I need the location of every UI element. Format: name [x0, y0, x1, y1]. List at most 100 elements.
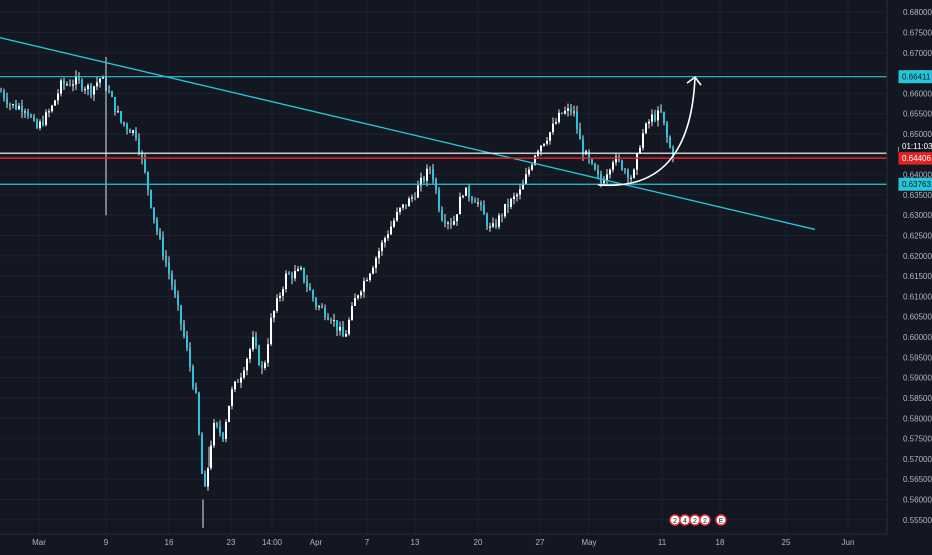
candle-up: [87, 85, 89, 90]
price-tick-label: 0.62000: [903, 252, 932, 261]
resistance-price-label: 0.66411: [902, 73, 931, 82]
candle-down: [480, 202, 482, 206]
candle-up: [609, 169, 611, 175]
candle-up: [390, 226, 392, 235]
candle-up: [228, 405, 230, 422]
candle-down: [669, 137, 671, 148]
candle-down: [291, 274, 293, 279]
candle-up: [285, 273, 287, 290]
event-marker[interactable]: 4: [679, 514, 691, 526]
candle-down: [594, 163, 596, 170]
candle-up: [552, 123, 554, 133]
candle-down: [186, 335, 188, 348]
candle-down: [174, 285, 176, 295]
time-axis[interactable]: Mar 9 16 23 14:00 Apr 7 13 20 27 May 11 18 25 Jun: [0, 533, 932, 550]
price-tick-label: 0.65500: [903, 110, 932, 119]
candle-up: [504, 203, 506, 217]
candle-up: [420, 177, 422, 186]
price-tick-label: 0.67000: [903, 49, 932, 58]
candle-up: [357, 295, 359, 299]
support-price-label-bg: [898, 177, 932, 191]
candle-up: [459, 196, 461, 215]
candle-up: [282, 289, 284, 296]
price-tick-label: 0.58000: [903, 414, 932, 423]
projection-arrow[interactable]: [597, 77, 696, 187]
candle-down: [330, 319, 332, 322]
candle-up: [408, 198, 410, 207]
candle-up: [243, 370, 245, 378]
candle-up: [99, 78, 101, 83]
candle-up: [351, 305, 353, 320]
candle-down: [204, 473, 206, 487]
candle-down: [483, 205, 485, 215]
candle-down: [342, 326, 344, 337]
candle-down: [627, 170, 629, 178]
candle-up: [573, 111, 575, 113]
candle-up: [399, 207, 401, 212]
price-tick-label: 0.58500: [903, 394, 932, 403]
candle-down: [561, 112, 563, 114]
candle-up: [276, 298, 278, 311]
event-marker[interactable]: 2: [669, 514, 681, 526]
candle-down: [138, 138, 140, 153]
time-tick-label: May: [581, 538, 596, 547]
candle-up: [411, 197, 413, 199]
price-tick-label: 0.68000: [903, 8, 932, 17]
candle-down: [507, 203, 509, 207]
time-tick-label: 13: [411, 538, 420, 547]
candle-down: [261, 364, 263, 368]
candle-up: [543, 143, 545, 146]
candle-up: [60, 80, 62, 94]
candle-up: [639, 147, 641, 154]
candle-up: [318, 306, 320, 308]
candle-up: [525, 174, 527, 184]
candle-down: [162, 237, 164, 257]
candle-down: [78, 76, 80, 81]
event-marker[interactable]: 2: [689, 514, 701, 526]
candle-down: [180, 305, 182, 325]
candle-down: [81, 80, 83, 90]
candle-down: [450, 222, 452, 225]
candle-up: [333, 320, 335, 322]
candle-up: [117, 111, 119, 113]
candle-up: [48, 111, 50, 113]
candle-down: [216, 422, 218, 427]
candle-up: [267, 344, 269, 363]
trendline[interactable]: [0, 37, 816, 231]
candle-up: [270, 317, 272, 345]
candle-up: [393, 220, 395, 227]
grid: [0, 0, 887, 534]
event-marker-label: 2: [693, 518, 697, 525]
candle-down: [588, 151, 590, 160]
candle-up: [132, 130, 134, 133]
candle-down: [579, 129, 581, 140]
drawing-lines[interactable]: [0, 37, 887, 231]
candle-down: [306, 281, 308, 287]
candle-down: [183, 324, 185, 336]
candle-down: [201, 434, 203, 474]
candle-up: [558, 112, 560, 123]
event-marker[interactable]: 2: [699, 514, 711, 526]
candle-up: [636, 153, 638, 170]
current-price-price-label: 0.64406: [902, 154, 931, 163]
time-tick-label: Jun: [842, 538, 855, 547]
time-tick-label: Mar: [32, 538, 46, 547]
candle-up: [555, 122, 557, 124]
candle-down: [150, 189, 152, 208]
candle-down: [570, 108, 572, 112]
candle-down: [156, 219, 158, 232]
candle-down: [591, 159, 593, 164]
candle-up: [462, 195, 464, 197]
event-marker[interactable]: E: [715, 514, 727, 526]
candle-down: [195, 386, 197, 393]
candle-up: [252, 337, 254, 350]
candle-up: [534, 155, 536, 165]
candle-down: [441, 209, 443, 221]
candle-down: [222, 432, 224, 439]
candle-down: [315, 298, 317, 307]
candle-up: [207, 468, 209, 487]
